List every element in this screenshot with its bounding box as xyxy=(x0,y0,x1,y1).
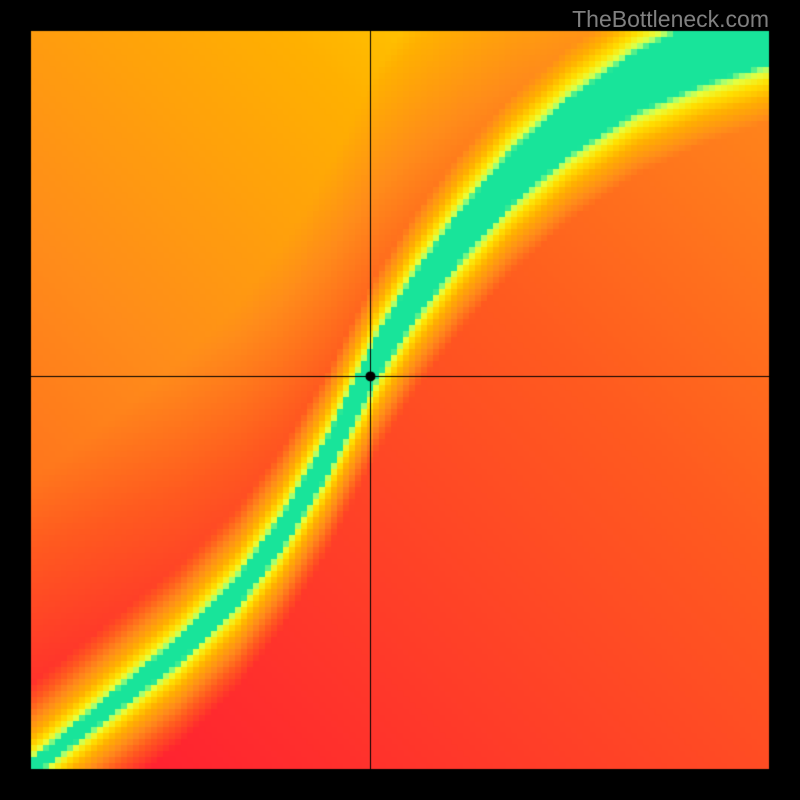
watermark-text: TheBottleneck.com xyxy=(572,6,769,33)
stage: TheBottleneck.com xyxy=(0,0,800,800)
bottleneck-heatmap xyxy=(0,0,800,800)
